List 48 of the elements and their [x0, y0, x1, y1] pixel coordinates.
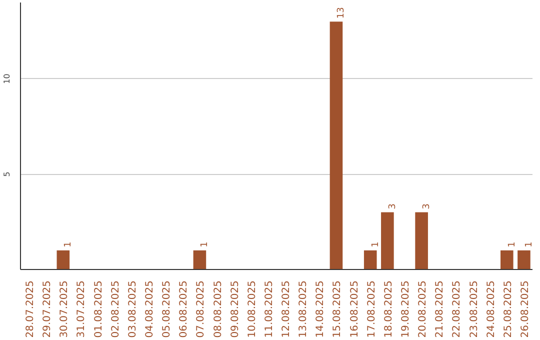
- x-tick-label: 18.08.2025: [383, 280, 394, 338]
- x-tick-label: 25.08.2025: [502, 280, 514, 338]
- x-tick-label: 05.08.2025: [162, 280, 173, 338]
- bar: [500, 250, 514, 270]
- bar: [56, 250, 70, 270]
- x-tick-label: 31.07.2025: [76, 280, 88, 338]
- bar: [364, 250, 377, 270]
- bar: [518, 250, 530, 270]
- x-tick-label: 26.08.2025: [520, 280, 531, 338]
- x-tick-label: 01.08.2025: [93, 280, 104, 338]
- data-label: 1: [64, 242, 74, 248]
- x-tick-label: 02.08.2025: [110, 280, 122, 338]
- x-tick-label: 20.08.2025: [418, 280, 429, 338]
- x-tick-label: 12.08.2025: [281, 280, 292, 338]
- x-tick-label: 08.08.2025: [212, 280, 224, 338]
- y-tick-label: 10: [2, 74, 12, 84]
- x-tick-label: 06.08.2025: [178, 280, 190, 338]
- data-label: 3: [422, 204, 432, 210]
- x-tick-label: 13.08.2025: [298, 280, 310, 338]
- data-label: 13: [336, 7, 347, 19]
- x-tick-label: 17.08.2025: [366, 280, 378, 338]
- bar: [193, 250, 206, 270]
- data-label: 1: [524, 242, 534, 248]
- x-tick-label: 09.08.2025: [230, 280, 241, 338]
- x-tick-label: 11.08.2025: [264, 280, 275, 338]
- data-label: 3: [388, 204, 398, 210]
- x-tick-label: 19.08.2025: [400, 280, 412, 338]
- x-tick-label: 04.08.2025: [144, 280, 156, 338]
- x-tick-label: 16.08.2025: [349, 280, 360, 338]
- bar: [330, 22, 343, 270]
- x-tick-label: 03.08.2025: [127, 280, 138, 338]
- data-label: 1: [507, 242, 518, 248]
- x-tick-label: 24.08.2025: [486, 280, 497, 338]
- x-tick-label: 21.08.2025: [434, 280, 446, 338]
- x-tick-label: 07.08.2025: [196, 280, 207, 338]
- bar: [415, 212, 428, 270]
- x-tick-label: 15.08.2025: [332, 280, 344, 338]
- x-tick-label: 28.07.2025: [25, 280, 36, 338]
- x-tick-label: 14.08.2025: [315, 280, 326, 338]
- data-label: 1: [370, 242, 381, 248]
- data-label: 1: [200, 242, 210, 248]
- bar: [381, 212, 394, 270]
- x-tick-label: 23.08.2025: [468, 280, 480, 338]
- y-tick-label: 5: [2, 172, 12, 177]
- x-tick-label: 10.08.2025: [246, 280, 258, 338]
- x-tick-label: 22.08.2025: [452, 280, 463, 338]
- x-tick-label: 29.07.2025: [42, 280, 54, 338]
- x-tick-label: 30.07.2025: [59, 280, 70, 338]
